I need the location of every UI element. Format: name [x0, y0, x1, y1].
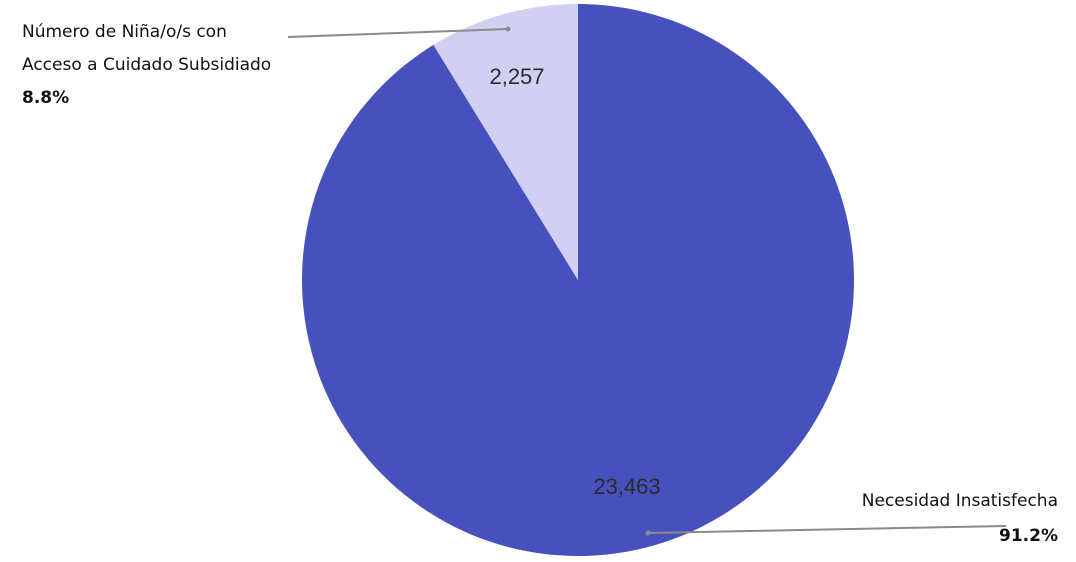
leader-lines-layer — [287, 26, 1007, 536]
leader-dot-1 — [505, 26, 511, 32]
leader-line-1 — [287, 28, 509, 38]
pie-slice-1 — [433, 4, 578, 280]
slice-category-label-0-line-0: Necesidad Insatisfecha — [862, 491, 1058, 511]
leader-line-0 — [647, 525, 1007, 534]
slice-percent-label-1: 8.8% — [22, 88, 69, 108]
slice-category-label-1-line-0: Número de Niña/o/s con — [22, 22, 227, 42]
slices-layer — [302, 4, 854, 556]
labels-layer: 23,463 2,257 Necesidad Insatisfecha 91.2% Nú… — [22, 22, 1058, 546]
leader-dot-0 — [645, 530, 651, 536]
slice-value-label-0: 23,463 — [593, 474, 660, 499]
slice-category-label-1-line-1: Acceso a Cuidado Subsidiado — [22, 55, 271, 75]
slice-value-label-1: 2,257 — [489, 64, 544, 89]
slice-percent-label-0: 91.2% — [999, 526, 1058, 546]
